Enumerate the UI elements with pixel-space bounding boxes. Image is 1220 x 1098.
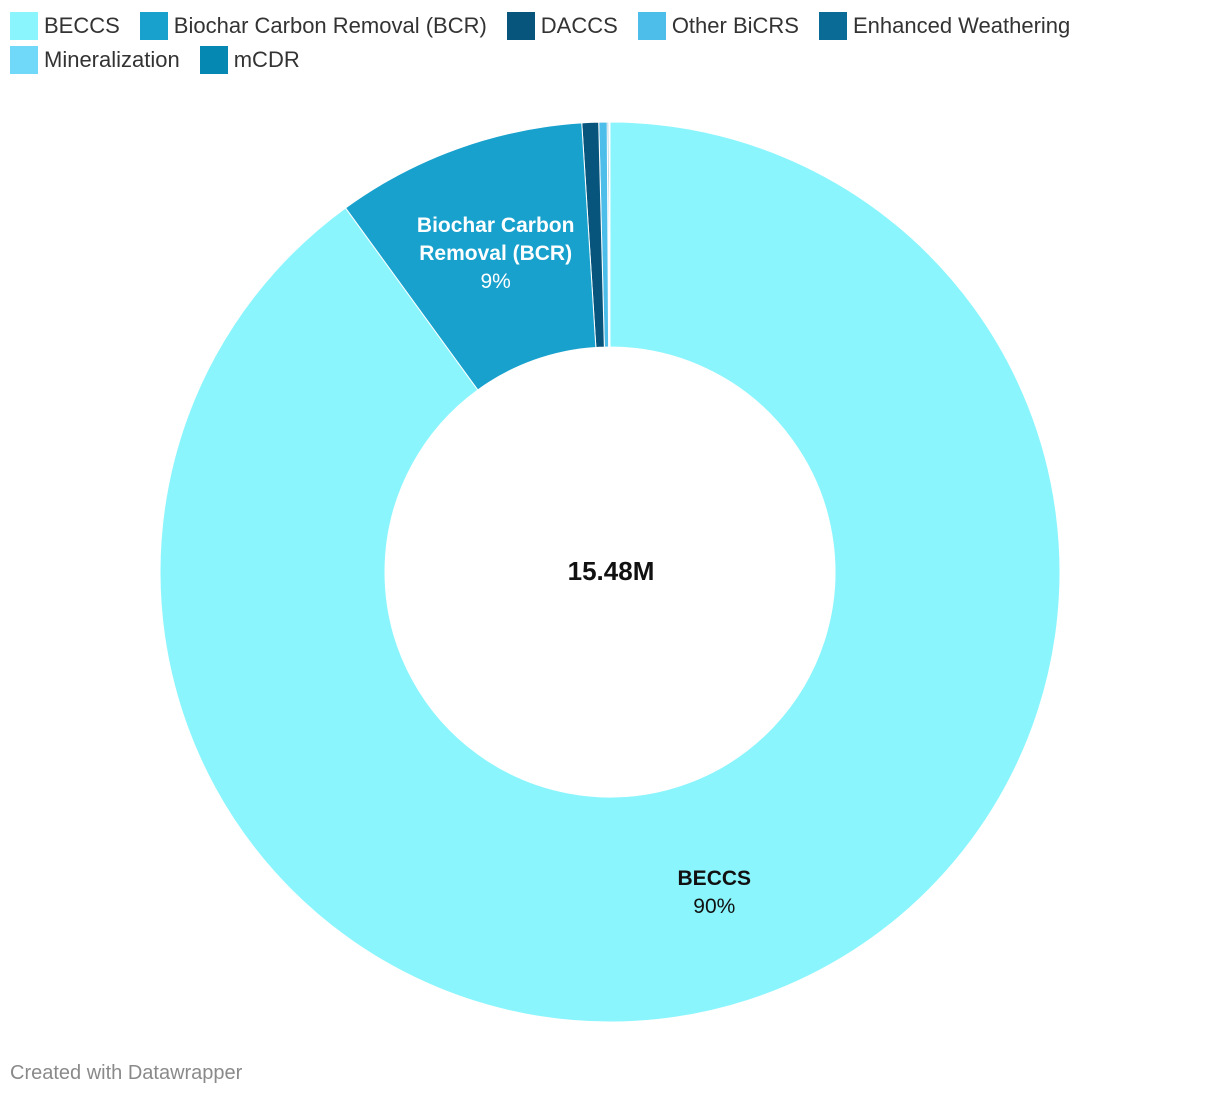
slice <box>581 121 605 348</box>
legend-item: Mineralization <box>10 46 180 74</box>
legend-label: mCDR <box>233 47 300 72</box>
footer: Created with Datawrapper <box>10 1062 243 1084</box>
legend-label: DACCS <box>540 13 618 38</box>
center-label: 15.48M <box>568 556 655 586</box>
slice <box>159 121 1061 1023</box>
slice-name: Biochar Carbon Removal (BCR) <box>416 214 575 266</box>
legend-swatch <box>637 12 666 40</box>
slice-label: BECCS 90% <box>604 865 824 921</box>
legend-item: BECCS <box>10 12 120 40</box>
slice-value: 90% <box>693 894 736 918</box>
legend-swatch <box>199 46 228 74</box>
slice-value: 9% <box>480 270 511 294</box>
legend-item: Biochar Carbon Removal (BCR) <box>139 12 487 40</box>
legend-label: Mineralization <box>44 47 180 72</box>
legend-swatch <box>10 46 38 74</box>
slice-label: Biochar Carbon Removal (BCR) 9% <box>386 212 606 296</box>
legend-item: DACCS <box>506 12 618 40</box>
legend-swatch <box>818 12 847 40</box>
legend-item: mCDR <box>199 46 300 74</box>
legend-label: BECCS <box>44 13 120 38</box>
legend-label: Enhanced Weathering <box>852 13 1071 38</box>
legend-swatch <box>139 12 168 40</box>
slice <box>344 122 597 391</box>
legend: BECCS Biochar Carbon Removal (BCR) DACCS Ot… <box>10 12 1190 74</box>
slice-name: BECCS <box>677 866 752 890</box>
legend-item: Enhanced Weathering <box>818 12 1071 40</box>
legend-swatch <box>506 12 535 40</box>
legend-label: Other BiCRS <box>671 13 799 38</box>
legend-item: Other BiCRS <box>637 12 799 40</box>
legend-label: Biochar Carbon Removal (BCR) <box>173 13 487 38</box>
legend-swatch <box>10 12 38 40</box>
